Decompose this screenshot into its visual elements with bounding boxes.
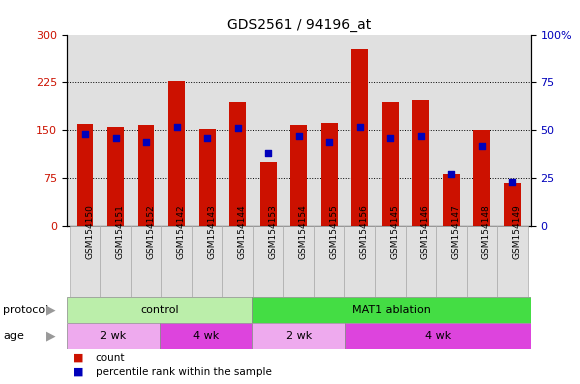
Bar xyxy=(436,226,466,297)
Text: GSM154154: GSM154154 xyxy=(299,205,308,259)
Text: GSM154145: GSM154145 xyxy=(390,205,399,259)
Bar xyxy=(291,125,307,226)
Point xyxy=(355,124,364,130)
Bar xyxy=(321,123,338,226)
Bar xyxy=(137,125,154,226)
Bar xyxy=(412,100,429,226)
Text: ■: ■ xyxy=(72,353,83,363)
Bar xyxy=(131,226,161,297)
Point xyxy=(263,150,273,156)
Text: GSM154149: GSM154149 xyxy=(512,205,521,259)
Bar xyxy=(345,323,531,349)
Text: 4 wk: 4 wk xyxy=(425,331,451,341)
Bar xyxy=(77,124,93,226)
Bar xyxy=(70,226,100,297)
Text: GSM154147: GSM154147 xyxy=(451,205,461,259)
Text: GSM154146: GSM154146 xyxy=(421,205,430,259)
Text: 2 wk: 2 wk xyxy=(100,331,126,341)
Text: MAT1 ablation: MAT1 ablation xyxy=(352,305,431,315)
Bar xyxy=(229,102,246,226)
Point xyxy=(81,131,90,137)
Bar xyxy=(252,323,345,349)
Bar xyxy=(504,183,521,226)
Text: count: count xyxy=(96,353,125,363)
Bar xyxy=(260,162,277,226)
Bar xyxy=(168,81,185,226)
Bar xyxy=(199,129,216,226)
Text: GSM154143: GSM154143 xyxy=(207,205,216,259)
Text: GSM154151: GSM154151 xyxy=(115,204,125,259)
Bar xyxy=(222,226,253,297)
Bar xyxy=(314,226,345,297)
Point xyxy=(477,142,487,149)
Text: GSM154148: GSM154148 xyxy=(482,205,491,259)
Bar xyxy=(160,323,252,349)
Bar xyxy=(382,102,398,226)
Point xyxy=(416,133,426,139)
Text: age: age xyxy=(3,331,24,341)
Bar xyxy=(67,323,160,349)
Text: GSM154153: GSM154153 xyxy=(268,204,277,259)
Point xyxy=(202,135,212,141)
Point xyxy=(447,171,456,177)
Bar xyxy=(192,226,222,297)
Text: GSM154150: GSM154150 xyxy=(85,204,94,259)
Point xyxy=(142,139,151,145)
Bar xyxy=(466,226,497,297)
Text: GSM154144: GSM154144 xyxy=(238,205,246,259)
Text: GSM154155: GSM154155 xyxy=(329,204,338,259)
Bar xyxy=(375,226,405,297)
Bar xyxy=(253,226,284,297)
Bar xyxy=(100,226,131,297)
Point xyxy=(111,135,120,141)
Bar xyxy=(497,226,528,297)
Point xyxy=(294,133,303,139)
Bar xyxy=(252,297,531,323)
Bar xyxy=(161,226,192,297)
Text: ■: ■ xyxy=(72,367,83,377)
Text: 2 wk: 2 wk xyxy=(285,331,312,341)
Bar xyxy=(351,49,368,226)
Text: control: control xyxy=(140,305,179,315)
Text: 4 wk: 4 wk xyxy=(193,331,219,341)
Point xyxy=(325,139,334,145)
Point xyxy=(386,135,395,141)
Bar xyxy=(473,131,490,226)
Text: GSM154152: GSM154152 xyxy=(146,205,155,259)
Text: GSM154142: GSM154142 xyxy=(176,205,186,259)
Text: ▶: ▶ xyxy=(46,304,56,317)
Bar xyxy=(67,297,252,323)
Bar xyxy=(107,127,124,226)
Title: GDS2561 / 94196_at: GDS2561 / 94196_at xyxy=(227,18,371,32)
Bar xyxy=(443,174,460,226)
Text: protocol: protocol xyxy=(3,305,48,315)
Text: GSM154156: GSM154156 xyxy=(360,204,369,259)
Point xyxy=(233,126,242,132)
Text: ▶: ▶ xyxy=(46,330,56,343)
Point xyxy=(172,124,181,130)
Bar xyxy=(405,226,436,297)
Point xyxy=(508,179,517,185)
Bar xyxy=(345,226,375,297)
Bar xyxy=(284,226,314,297)
Text: percentile rank within the sample: percentile rank within the sample xyxy=(96,367,271,377)
